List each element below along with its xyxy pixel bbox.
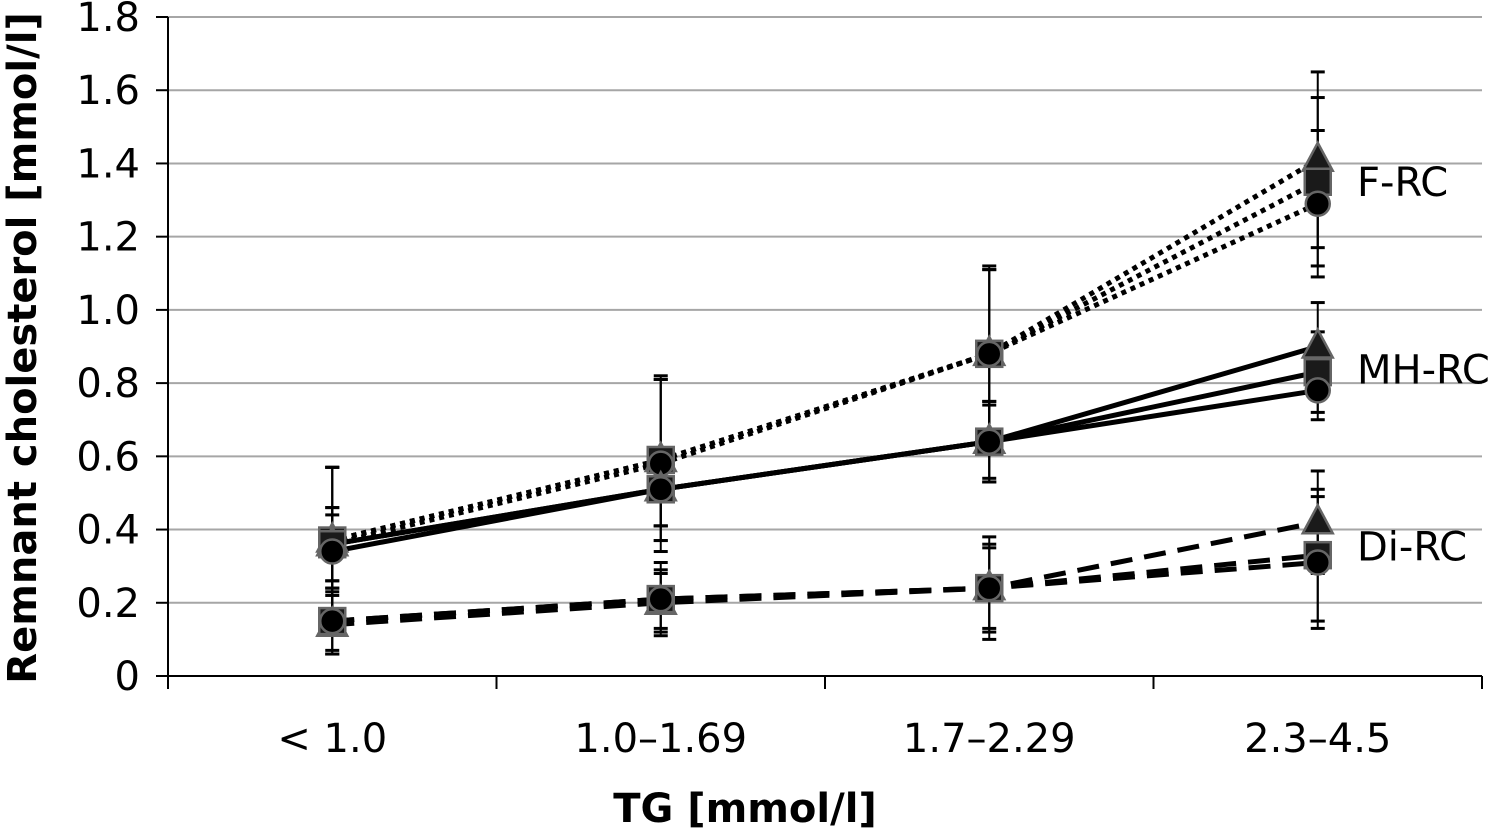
data-point-di-rc-circle (976, 574, 1003, 602)
series-line-f-rc-triangle (331, 157, 1320, 543)
x-axis: < 1.0 1.0–1.69 1.7–2.29 2.3–4.5 (167, 675, 1483, 762)
y-tick-label: 0 (115, 654, 140, 700)
y-tick-label: 0.8 (76, 361, 140, 407)
y-tick-label: 1.8 (76, 0, 140, 41)
series-line-mh-rc-triangle (331, 344, 1319, 547)
series-label-mh-rc: MH-RC (1357, 348, 1490, 394)
x-axis-title: TG [mmol/l] (613, 786, 876, 832)
series-lines (331, 157, 1320, 628)
series-label-di-rc: Di-RC (1357, 525, 1467, 571)
series-line-f-rc-circle (331, 201, 1319, 547)
series-line-mh-rc-square (331, 369, 1319, 547)
data-point-di-rc-circle (647, 585, 674, 613)
data-point-mh-rc-triangle (1300, 326, 1335, 359)
series-line-mh-rc-circle (331, 387, 1319, 554)
error-bars (325, 70, 1325, 656)
y-tick-label: 0.2 (76, 581, 140, 627)
data-point-f-rc-triangle (1300, 140, 1335, 173)
series-labels: F-RC MH-RC Di-RC (1357, 160, 1490, 571)
y-tick-label: 0.6 (76, 434, 140, 480)
data-point-di-rc-triangle (1300, 502, 1335, 535)
series-markers (315, 140, 1335, 637)
series-line-di-rc-circle (332, 560, 1318, 624)
data-point-f-rc-circle (976, 340, 1003, 368)
series-label-f-rc: F-RC (1357, 160, 1448, 206)
y-axis: 0 0.2 0.4 0.6 0.8 1.0 1.2 1.4 1.6 1.8 (76, 0, 169, 700)
y-tick-label: 1.2 (76, 215, 140, 261)
y-tick-label: 1.4 (76, 141, 140, 187)
data-point-mh-rc-circle (1304, 377, 1331, 404)
x-tick-label: 1.0–1.69 (574, 716, 747, 762)
data-point-f-rc-circle (1304, 190, 1331, 217)
y-tick-label: 0.4 (76, 508, 140, 554)
y-tick-label: 1.6 (76, 68, 140, 114)
y-axis-title: Remnant cholesterol [mmol/l] (0, 12, 46, 683)
data-point-mh-rc-circle (976, 428, 1003, 455)
x-tick-label: 2.3–4.5 (1244, 716, 1391, 762)
x-tick-label: < 1.0 (277, 716, 387, 762)
data-point-di-rc-circle (1304, 549, 1331, 576)
data-point-mh-rc-circle (319, 538, 346, 565)
x-tick-label: 1.7–2.29 (903, 716, 1076, 762)
series-line-f-rc-square (331, 179, 1319, 543)
data-point-di-rc-circle (319, 607, 346, 635)
gridlines (168, 16, 1482, 604)
data-point-mh-rc-circle (647, 476, 674, 503)
y-tick-label: 1.0 (76, 288, 140, 334)
